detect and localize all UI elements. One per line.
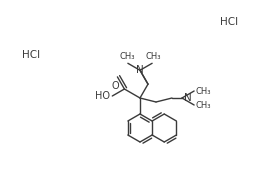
Text: N: N — [184, 93, 192, 103]
Text: CH₃: CH₃ — [195, 86, 211, 96]
Text: O: O — [112, 81, 119, 91]
Text: CH₃: CH₃ — [119, 52, 135, 61]
Text: CH₃: CH₃ — [195, 101, 211, 109]
Text: HCl: HCl — [22, 50, 40, 60]
Text: HO: HO — [95, 91, 110, 101]
Text: HCl: HCl — [220, 17, 238, 27]
Text: N: N — [136, 65, 144, 75]
Text: CH₃: CH₃ — [145, 52, 161, 61]
